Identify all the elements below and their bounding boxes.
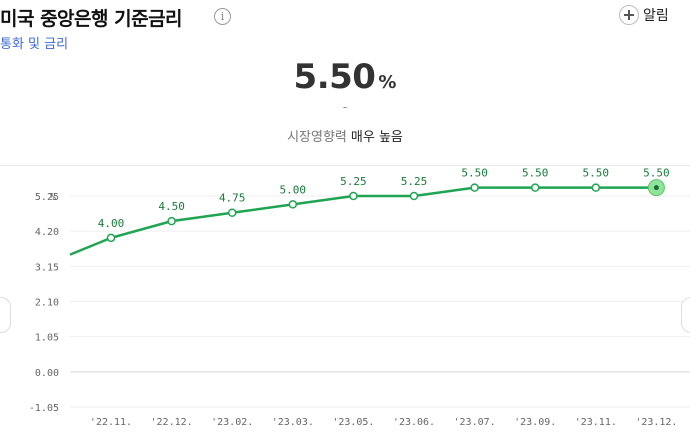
y-tick-label: 2.10 — [35, 298, 59, 309]
y-tick-label: 0.00 — [35, 368, 59, 379]
page-title: 미국 중앙은행 기준금리 — [0, 8, 183, 30]
rate-unit: % — [378, 72, 397, 93]
data-label: 5.50 — [461, 167, 488, 180]
chart-prev-button[interactable] — [0, 297, 11, 333]
y-tick-label: 3.15 — [35, 262, 59, 273]
indicator-header: 미국 중앙은행 기준금리 i 통화 및 금리 알림 5.50% - 시장영향력 매… — [0, 0, 690, 165]
impact-value: 매우 높음 — [350, 130, 403, 145]
data-point — [530, 183, 540, 192]
x-tick-label: '23.05. — [332, 417, 374, 428]
data-label: 4.75 — [219, 192, 246, 205]
data-point — [288, 200, 298, 209]
data-label: 4.50 — [158, 200, 185, 213]
x-tick-label: '23.12. — [635, 417, 677, 428]
data-label: 5.50 — [643, 167, 670, 180]
data-point — [106, 233, 116, 243]
y-tick-label: 1.05 — [35, 333, 59, 344]
data-point — [470, 183, 479, 192]
plus-icon — [619, 5, 639, 25]
impact-label: 시장영향력 — [287, 130, 347, 145]
info-icon[interactable]: i — [214, 8, 231, 25]
x-tick-label: '22.11. — [90, 417, 132, 428]
data-label: 5.25 — [401, 175, 428, 188]
data-label: 5.25 — [340, 175, 367, 188]
data-point — [409, 191, 419, 201]
data-point — [591, 183, 601, 192]
x-tick-label: '23.09. — [514, 417, 556, 428]
data-point — [349, 191, 358, 201]
y-tick-label: 5.25 — [35, 192, 59, 203]
x-tick-label: '23.03. — [272, 417, 314, 428]
series-line — [69, 186, 657, 256]
data-point — [653, 185, 659, 191]
data-label: 4.00 — [98, 217, 125, 230]
data-point — [167, 216, 176, 226]
x-tick-label: '22.12. — [151, 417, 193, 428]
rate-line-chart: %5.254.203.152.101.050.00-1.05'22.11. '22… — [29, 167, 690, 428]
category-link[interactable]: 통화 및 금리 — [0, 37, 69, 52]
x-tick-label: '23.07. — [454, 417, 496, 428]
rate-change: - — [342, 100, 348, 114]
current-rate: 5.50% — [0, 57, 690, 97]
x-tick-label: '23.11. — [575, 417, 617, 428]
data-point — [227, 208, 237, 217]
chart-panel: % 5.25 4.20 3.15 2.10 1.05 0.00 -1.05'22.11. '22… — [0, 165, 690, 436]
y-tick-label: -1.05 — [29, 403, 59, 414]
data-label: 5.00 — [280, 183, 307, 196]
alarm-label: 알림 — [643, 8, 669, 24]
y-tick-label: 4.20 — [35, 227, 59, 238]
rate-value: 5.50 — [293, 57, 376, 97]
chart-next-button[interactable] — [681, 297, 690, 333]
y-axis-unit: % — [50, 192, 56, 203]
market-impact: 시장영향력 매우 높음 — [0, 126, 690, 145]
data-label: 5.50 — [522, 167, 549, 180]
alarm-button[interactable]: 알림 — [619, 3, 669, 27]
x-tick-label: '23.06. — [393, 417, 435, 428]
x-tick-label: '23.02. — [211, 417, 253, 428]
data-label: 5.50 — [583, 167, 610, 180]
